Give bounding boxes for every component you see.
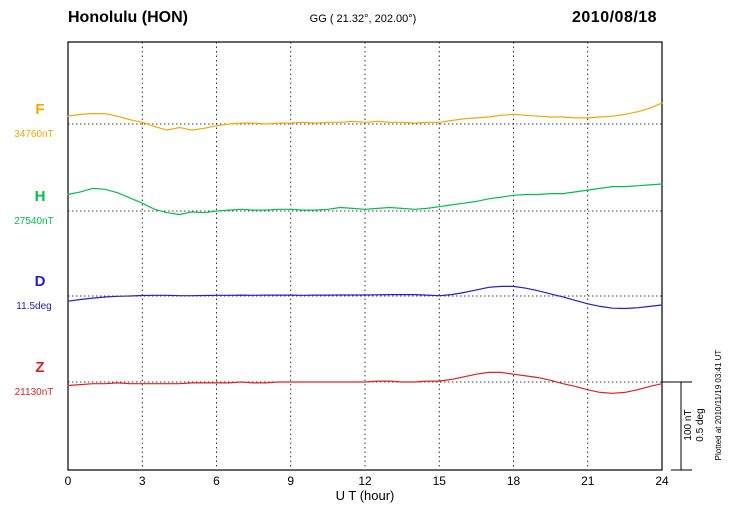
component-baseline-value-Z: 21130nT: [14, 387, 54, 398]
plot-date: 2010/08/18: [572, 9, 658, 26]
x-tick-label: 15: [432, 474, 446, 488]
x-tick-label: 9: [287, 474, 295, 488]
component-baseline-value-D: 11.5deg: [16, 301, 52, 312]
station-coordinates: GG ( 21.32°, 202.00°): [309, 13, 417, 25]
component-label-H: H: [34, 188, 46, 205]
scale-bar-deg-label: 0.5 deg: [695, 408, 706, 441]
component-label-Z: Z: [35, 359, 45, 376]
x-axis-label: U T (hour): [335, 488, 395, 503]
component-baseline-value-F: 34760nT: [14, 129, 54, 140]
x-tick-label: 0: [64, 474, 72, 488]
scale-bar-nt-label: 100 nT: [683, 409, 694, 440]
component-label-D: D: [34, 273, 46, 290]
plotted-at-note: Plotted at 2010/11/19 03:41 UT: [714, 350, 723, 461]
x-tick-label: 21: [581, 474, 595, 488]
trace-F: [67, 102, 663, 131]
trace-Z: [67, 371, 663, 394]
x-tick-label: 24: [655, 474, 669, 488]
plot-drawing-layer: [67, 41, 692, 471]
x-tick-label: 6: [213, 474, 220, 488]
x-tick-label: 3: [138, 474, 146, 488]
component-label-F: F: [35, 101, 45, 118]
x-tick-label: 18: [506, 474, 521, 488]
station-title: Honolulu (HON): [68, 9, 188, 26]
x-tick-label: 12: [358, 474, 372, 488]
trace-D: [67, 285, 663, 310]
trace-H: [67, 183, 663, 216]
component-baseline-value-H: 27540nT: [14, 216, 54, 227]
